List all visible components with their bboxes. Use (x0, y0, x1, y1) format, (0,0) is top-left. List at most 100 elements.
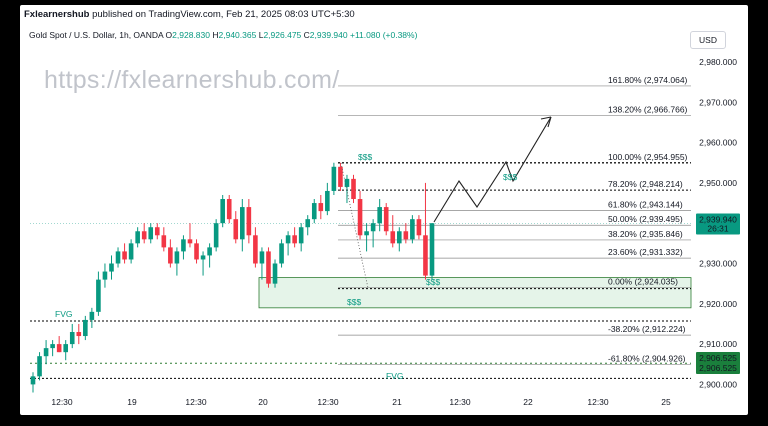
candle-body (357, 199, 363, 236)
candle-body (128, 243, 134, 260)
fib-level-label: 61.80% (2,943.144) (608, 200, 683, 210)
projection-path (433, 116, 552, 223)
candle-body (69, 332, 75, 345)
candle-body (76, 332, 82, 337)
fib-level-label: 161.80% (2,974.064) (608, 75, 688, 85)
candle-body (423, 235, 428, 276)
candle-body (318, 203, 324, 212)
candle-body (141, 231, 147, 240)
candle-body (364, 231, 369, 236)
x-tick-label: 12:30 (317, 397, 339, 407)
open-label: O (165, 30, 173, 40)
candle-body (246, 207, 252, 236)
candle-body (233, 219, 239, 240)
liquidity-label: $$$ (503, 172, 517, 182)
x-tick-label: 21 (392, 397, 402, 407)
x-tick-label: 25 (661, 397, 671, 407)
candle-body (285, 235, 291, 244)
low-value: 2,926.475 (263, 30, 302, 40)
publisher-name[interactable]: Fxlearnershub (24, 9, 90, 20)
y-tick-label: 2,960.000 (699, 138, 737, 148)
candle-body (56, 344, 62, 353)
change-value: +11.080 (+0.38%) (350, 30, 418, 40)
ref-price-label: 2,906.525 (699, 363, 737, 373)
candle-body (96, 279, 101, 312)
candle-body (383, 207, 389, 232)
fib-level-label: 100.00% (2,954.955) (608, 152, 688, 162)
candle-body (390, 231, 396, 244)
symbol-name[interactable]: Gold Spot / U.S. Dollar, 1h, OANDA (29, 30, 164, 40)
candle-body (370, 223, 376, 232)
high-label: H (212, 30, 219, 40)
x-tick-label: 19 (127, 397, 137, 407)
candle-body (279, 243, 284, 264)
candle-body (50, 344, 55, 349)
fvg-label: FVG (386, 371, 403, 381)
candle-body (311, 203, 317, 220)
candle-body (298, 227, 304, 244)
x-tick-label: 12:30 (449, 397, 471, 407)
y-tick-label: 2,950.000 (699, 178, 737, 188)
low-label: L (258, 30, 264, 40)
publisher-line: Fxlearnershub published on TradingView.c… (24, 9, 355, 20)
candle-body (429, 223, 435, 276)
x-tick-label: 20 (258, 397, 268, 407)
symbol-info-line: Gold Spot / U.S. Dollar, 1h, OANDA O2,92… (29, 30, 417, 40)
y-tick-label: 2,970.000 (699, 97, 737, 107)
candle-body (102, 271, 108, 280)
currency-button[interactable]: USD (690, 31, 726, 49)
candle-body (154, 227, 160, 236)
y-tick-label: 2,930.000 (699, 259, 737, 269)
candle-body (148, 227, 154, 240)
fib-level-label: 38.20% (2,935.846) (608, 229, 683, 239)
y-tick-label: 2,900.000 (699, 379, 737, 389)
candle-body (115, 251, 121, 264)
candle-body (292, 235, 297, 244)
candle-body (63, 344, 69, 353)
candle-body (213, 223, 219, 248)
y-tick-label: 2,980.000 (699, 57, 737, 67)
candle-body (194, 243, 199, 260)
candle-body (259, 251, 265, 264)
close-value: 2,939.940 (309, 30, 348, 40)
candle-body (135, 231, 140, 244)
fib-level-label: 78.20% (2,948.214) (608, 179, 683, 189)
high-value: 2,940.365 (218, 30, 257, 40)
ref-price-tag (696, 352, 740, 374)
candle-body (253, 235, 258, 264)
candle-body (240, 207, 245, 240)
candle-body (403, 231, 409, 240)
fib-level-label: 50.00% (2,939.495) (608, 214, 683, 224)
fib-level-label: 23.60% (2,931.332) (608, 247, 683, 257)
x-tick-label: 12:30 (185, 397, 207, 407)
y-tick-label: 2,910.000 (699, 339, 737, 349)
candle-body (161, 235, 167, 248)
last-price-label: 2,939.940 (699, 214, 737, 224)
candle-body (187, 239, 193, 244)
candle-body (305, 219, 311, 228)
candle-body (325, 190, 330, 212)
candle-body (331, 166, 337, 191)
candle-body (226, 199, 232, 220)
last-price-tag (696, 213, 740, 235)
candle-body (338, 166, 343, 187)
ref-price-label: 2,906.525 (699, 353, 737, 363)
x-tick-label: 12:30 (51, 397, 73, 407)
candle-body (174, 251, 180, 264)
fib-level-label: -61.80% (2,904.926) (608, 354, 686, 364)
open-value: 2,928.830 (172, 30, 210, 40)
fib-level-label: 138.20% (2,966.766) (608, 104, 688, 114)
fvg-label: FVG (55, 309, 72, 319)
countdown-label: 26:31 (707, 223, 729, 233)
watermark: https://fxlearnershub.com/ (44, 66, 339, 94)
candle-body (272, 263, 278, 284)
arrow-head (540, 116, 552, 128)
candle-body (89, 311, 95, 320)
candle-body (200, 255, 206, 260)
candle-body (168, 247, 173, 264)
candle-body (83, 319, 88, 337)
candle-body (396, 231, 402, 244)
candle-body (43, 348, 49, 357)
liquidity-label: $$$ (347, 297, 361, 307)
